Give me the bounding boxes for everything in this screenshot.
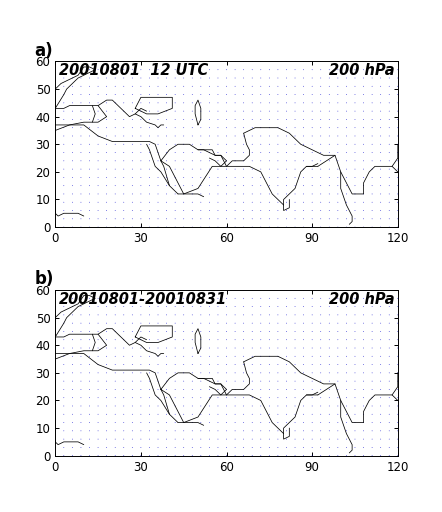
Text: a): a)	[35, 42, 53, 60]
Text: 200 hPa: 200 hPa	[329, 292, 394, 307]
Text: b): b)	[35, 270, 54, 288]
Text: 200 hPa: 200 hPa	[329, 63, 394, 78]
Text: 20010801  12 UTC: 20010801 12 UTC	[59, 63, 208, 78]
Text: 20010801-20010831: 20010801-20010831	[59, 292, 227, 307]
